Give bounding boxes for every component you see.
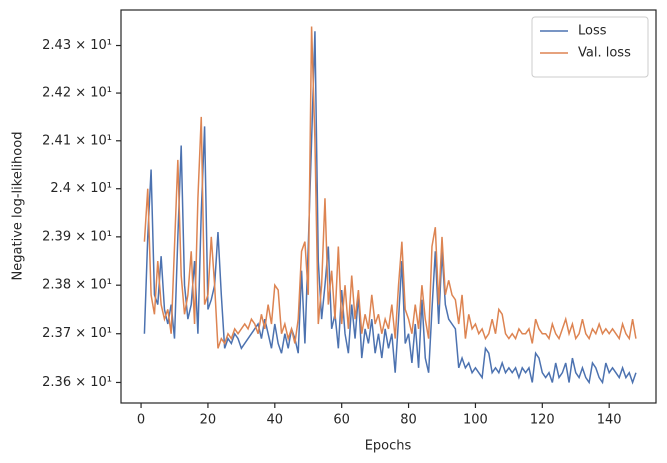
legend: Loss Val. loss — [531, 16, 649, 78]
x-axis-label: Epochs — [365, 439, 412, 454]
legend-box — [531, 16, 649, 78]
y-axis-label: Negative log-likelihood — [11, 132, 26, 281]
y-tick-label: 2.43 × 10¹ — [42, 38, 112, 53]
x-tick-label: 140 — [597, 413, 622, 428]
y-tick-label: 2.39 × 10¹ — [42, 229, 112, 244]
plot-frame — [120, 9, 657, 404]
legend-label: Loss — [578, 24, 607, 39]
legend-label: Val. loss — [578, 46, 631, 61]
series-line — [143, 26, 637, 349]
x-tick-label: 100 — [463, 413, 488, 428]
series-line — [143, 31, 637, 385]
x-tick-label: 0 — [137, 413, 145, 428]
y-tick-label: 2.4 × 10¹ — [50, 181, 112, 196]
x-tick-label: 60 — [333, 413, 350, 428]
x-tick-label: 80 — [400, 413, 417, 428]
y-tick-label: 2.42 × 10¹ — [42, 86, 112, 101]
x-tick-label: 120 — [530, 413, 555, 428]
x-tick-label: 40 — [267, 413, 284, 428]
y-tick-label: 2.37 × 10¹ — [42, 326, 112, 341]
x-tick-label: 20 — [200, 413, 217, 428]
y-tick-label: 2.41 × 10¹ — [42, 133, 112, 148]
y-tick-label: 2.38 × 10¹ — [42, 278, 112, 293]
y-tick-label: 2.36 × 10¹ — [42, 375, 112, 390]
